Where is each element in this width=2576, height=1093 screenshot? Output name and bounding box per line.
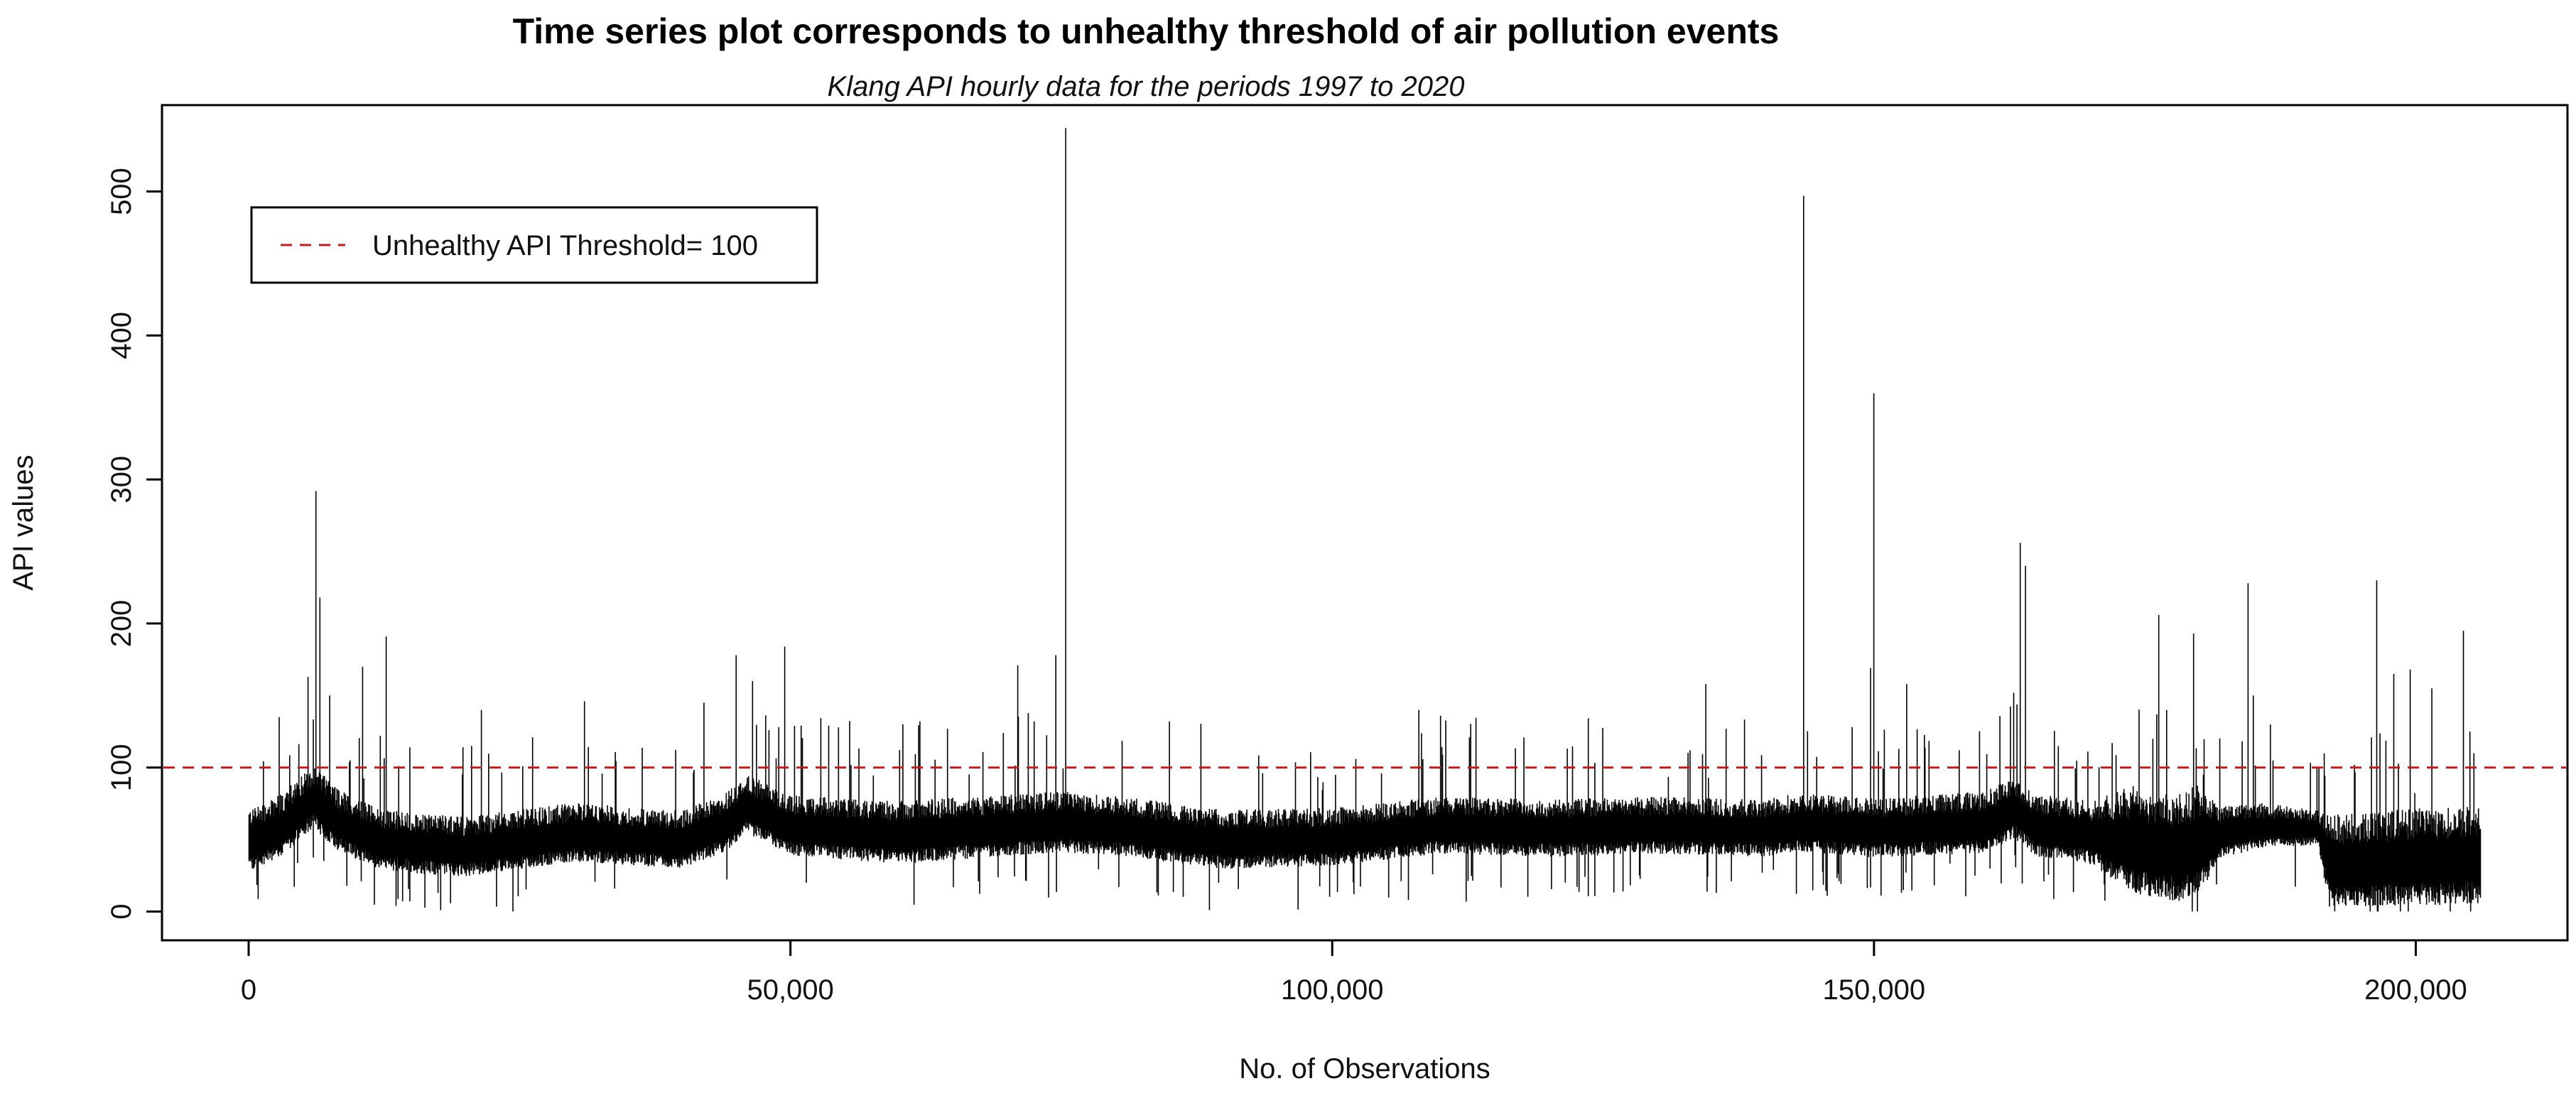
x-tick-label: 150,000 bbox=[1823, 974, 1926, 1006]
y-tick-label: 300 bbox=[106, 456, 137, 504]
y-tick-label: 200 bbox=[106, 600, 137, 648]
y-axis-label: API values bbox=[8, 455, 39, 590]
y-tick-label: 0 bbox=[106, 903, 137, 919]
y-tick-label: 500 bbox=[106, 168, 137, 215]
chart-subtitle: Klang API hourly data for the periods 19… bbox=[828, 71, 1465, 102]
x-tick-label: 0 bbox=[241, 974, 256, 1006]
series-layer bbox=[248, 128, 2482, 912]
y-tick-label: 400 bbox=[106, 312, 137, 359]
legend: Unhealthy API Threshold= 100 bbox=[250, 206, 818, 284]
series-trace bbox=[248, 128, 2482, 912]
legend-threshold-label: Unhealthy API Threshold= 100 bbox=[372, 230, 758, 261]
y-tick-label: 100 bbox=[106, 744, 137, 791]
x-tick-label: 100,000 bbox=[1281, 974, 1384, 1006]
legend-box bbox=[250, 206, 818, 284]
y-axis: 0 100 200 300 400 500 bbox=[106, 168, 163, 920]
x-axis: 0 50,000 100,000 150,000 200,000 bbox=[241, 939, 2467, 1006]
x-tick-label: 50,000 bbox=[747, 974, 833, 1006]
x-axis-label: No. of Observations bbox=[1239, 1053, 1490, 1084]
chart-title: Time series plot corresponds to unhealth… bbox=[513, 11, 1780, 51]
x-tick-label: 200,000 bbox=[2364, 974, 2467, 1006]
